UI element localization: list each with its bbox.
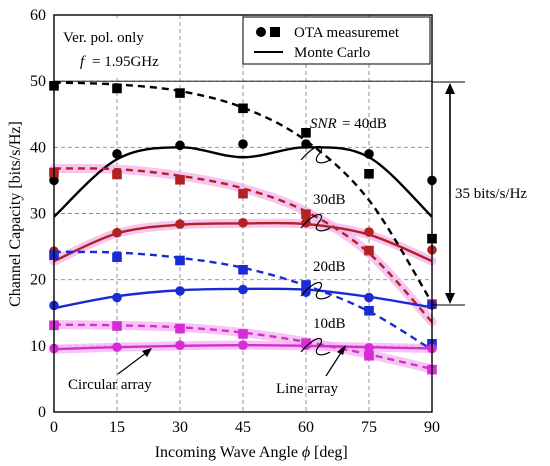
snr-40-text: = 40dB <box>342 116 387 132</box>
snr-symbol: SNR <box>310 116 337 132</box>
info-box: Ver. pol. only f = 1.95GHz <box>58 18 166 76</box>
legend: OTA measuremet Monte Carlo <box>242 16 431 65</box>
snr-label-30: 30dB <box>300 192 346 232</box>
data-point-circle <box>112 342 122 352</box>
legend-frame <box>242 16 431 65</box>
data-point-square <box>301 127 311 138</box>
x-axis-title: Incoming Wave Angle <box>155 444 298 461</box>
data-point-square <box>175 88 185 98</box>
legend-label-measurement: OTA measuremet <box>294 25 400 41</box>
data-point-circle <box>175 219 185 229</box>
array-callouts: Circular array Line array <box>68 345 346 397</box>
data-point-square <box>112 83 122 94</box>
data-point-square <box>364 169 374 179</box>
y-tick-label: 0 <box>38 404 46 421</box>
data-point-square <box>238 188 248 199</box>
data-point-circle <box>175 140 185 151</box>
data-point-circle <box>301 139 311 149</box>
info-line-1: Ver. pol. only <box>63 30 144 46</box>
snr-20-loop <box>300 281 331 300</box>
data-point-square <box>301 338 311 348</box>
data-point-square <box>301 209 311 219</box>
snr-30-text: 30dB <box>313 192 346 208</box>
y-axis-label: Channel Capacity [bits/s/Hz] <box>7 121 24 307</box>
line-callout-arrowhead <box>337 345 346 355</box>
data-point-circle <box>112 227 122 238</box>
data-point-square <box>238 103 248 114</box>
data-point-square <box>175 323 185 334</box>
snr-40-loop <box>300 145 331 164</box>
data-point-circle <box>301 287 311 298</box>
legend-label-montecarlo: Monte Carlo <box>294 45 370 61</box>
data-point-circle <box>364 292 374 303</box>
data-point-circle <box>364 149 374 159</box>
data-point-circle <box>364 343 374 353</box>
data-point-circle <box>238 340 248 350</box>
y-tick-label: 20 <box>30 272 46 289</box>
y-tick-label: 30 <box>30 206 46 223</box>
tick-labels: 0 15 30 45 60 75 90 0 10 20 30 40 50 60 <box>30 7 440 436</box>
data-point-circle <box>175 340 185 350</box>
data-point-circle <box>112 292 122 303</box>
snr-10-loop <box>300 337 331 356</box>
x-tick-label: 60 <box>298 419 314 436</box>
x-tick-label: 45 <box>235 419 251 436</box>
line-array-label: Line array <box>276 381 339 397</box>
data-point-square <box>175 174 185 185</box>
y-tick-label: 40 <box>30 139 46 156</box>
data-point-circle <box>238 139 248 149</box>
snr-label-10: 10dB <box>300 316 346 356</box>
data-point-circle <box>238 217 248 228</box>
capacity-gap-annotation: 35 bits/s/Hz <box>432 81 527 306</box>
gap-arrow-head-bottom <box>445 293 455 304</box>
info-box-frame <box>58 18 166 76</box>
x-tick-label: 75 <box>361 419 377 436</box>
info-freq-symbol: f <box>80 54 86 70</box>
snr-label-40: SNR = 40dB <box>300 116 387 164</box>
data-point-circle <box>112 149 122 159</box>
gap-arrow-head-top <box>445 83 455 94</box>
circular-array-label: Circular array <box>68 377 152 393</box>
snr-20-text: 20dB <box>313 259 346 275</box>
gap-label: 35 bits/s/Hz <box>455 186 527 202</box>
y-tick-label: 10 <box>30 338 46 355</box>
data-point-circle <box>364 227 374 237</box>
legend-square-marker <box>270 27 280 37</box>
info-freq-value: = 1.95GHz <box>92 54 159 70</box>
data-point-square <box>112 252 122 262</box>
data-point-circle <box>238 284 248 295</box>
x-axis-unit: [deg] <box>314 444 348 461</box>
x-axis-symbol: ϕ <box>302 444 310 461</box>
data-point-circle <box>175 286 185 296</box>
plot-frame <box>53 14 433 413</box>
data-point-square <box>112 169 122 180</box>
x-tick-label: 30 <box>172 419 188 436</box>
x-tick-label: 90 <box>424 419 440 436</box>
data-point-square <box>238 329 248 339</box>
data-point-square <box>364 350 374 361</box>
snr-10-text: 10dB <box>313 316 346 332</box>
data-point-square <box>301 280 311 290</box>
circular-callout-arrowhead <box>142 348 152 357</box>
y-tick-label: 50 <box>30 73 46 90</box>
x-tick-label: 0 <box>50 419 58 436</box>
legend-circle-marker <box>256 27 266 37</box>
data-point-square <box>112 321 122 331</box>
snr-label-20: 20dB <box>300 259 346 300</box>
snr-annotations: SNR = 40dB 30dB 20dB 10dB <box>300 116 387 356</box>
data-point-square <box>175 255 185 266</box>
data-point-square <box>238 264 248 275</box>
snr-30-loop <box>300 213 331 232</box>
x-axis-label: Incoming Wave Angle ϕ [deg] <box>155 444 348 461</box>
y-tick-label: 60 <box>30 7 46 24</box>
data-point-square <box>364 245 374 256</box>
data-point-square <box>364 305 374 316</box>
x-tick-label: 15 <box>109 419 125 436</box>
